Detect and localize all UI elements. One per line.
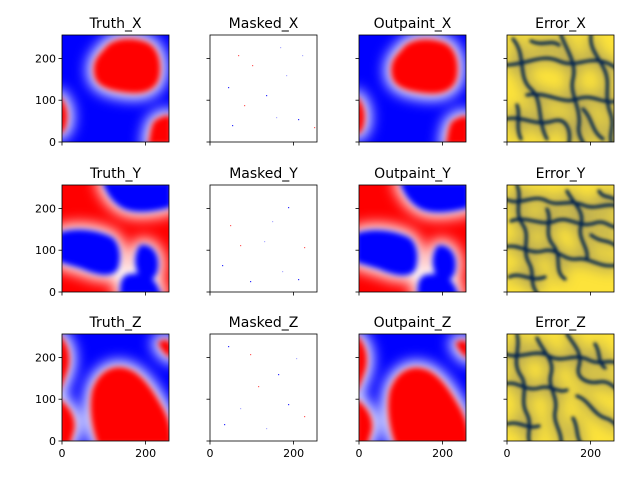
observed-point — [272, 221, 274, 223]
x-tick-label: 0 — [207, 447, 214, 460]
panel-title: Masked_Z — [229, 315, 299, 331]
panel-frame — [506, 184, 615, 293]
panel-frame — [506, 34, 615, 143]
x-tick-label: 200 — [135, 447, 156, 460]
observed-point — [258, 386, 260, 388]
panel-title: Truth_Y — [89, 166, 141, 182]
observed-point — [230, 225, 232, 227]
panel-title: Outpaint_Y — [374, 166, 451, 182]
observed-point — [298, 119, 300, 121]
y-tick-label: 200 — [35, 52, 56, 65]
observed-point — [314, 127, 316, 129]
panel-masked-y: Masked_Y — [206, 166, 318, 296]
observed-point — [278, 374, 280, 376]
panel-frame — [358, 184, 467, 293]
observed-point — [244, 105, 246, 107]
observed-point — [264, 241, 266, 243]
y-tick-label: 100 — [35, 94, 56, 107]
observed-point — [224, 424, 226, 426]
x-tick-label: 0 — [356, 447, 363, 460]
panel-frame — [61, 333, 170, 442]
observed-point — [298, 279, 300, 281]
panel-truth-x: Truth_X 0 100 200 — [35, 16, 170, 149]
observed-point — [302, 55, 304, 57]
x-tick-label: 200 — [580, 447, 601, 460]
panel-frame — [358, 34, 467, 143]
panel-title: Masked_X — [229, 16, 299, 32]
observed-point — [228, 346, 230, 348]
panel-truth-y: Truth_Y 0 100 200 — [35, 166, 170, 299]
x-tick-label: 200 — [283, 447, 304, 460]
x-tick-label: 0 — [59, 447, 66, 460]
observed-point — [304, 247, 306, 249]
panel-title: Outpaint_X — [374, 16, 452, 32]
panel-truth-z: Truth_Z 0 100 200 0 200 — [35, 315, 170, 460]
y-tick-label: 100 — [35, 393, 56, 406]
panel-error-y: Error_Y — [503, 166, 615, 296]
y-tick-label: 100 — [35, 244, 56, 257]
observed-point — [282, 271, 284, 273]
panel-masked-x: Masked_X — [206, 16, 318, 146]
observed-point — [296, 358, 298, 360]
panel-title: Truth_X — [88, 16, 141, 32]
x-tick-label: 0 — [504, 447, 511, 460]
panel-title: Truth_Z — [88, 315, 141, 331]
observed-point — [266, 428, 268, 430]
observed-point — [238, 55, 240, 57]
panel-frame — [61, 184, 170, 293]
observed-point — [280, 47, 282, 49]
panel-error-x: Error_X — [503, 16, 615, 146]
y-tick-label: 0 — [49, 136, 56, 149]
y-tick-label: 200 — [35, 351, 56, 364]
x-tick-label: 200 — [432, 447, 453, 460]
y-tick-label: 0 — [49, 435, 56, 448]
panel-frame — [61, 34, 170, 143]
observed-point — [240, 408, 242, 410]
observed-point — [286, 75, 288, 77]
observed-point — [240, 245, 242, 247]
panel-title: Error_X — [535, 16, 586, 32]
y-tick-label: 0 — [49, 286, 56, 299]
y-tick-label: 200 — [35, 202, 56, 215]
panel-error-z: Error_Z 0 200 — [503, 315, 615, 460]
observed-point — [266, 95, 268, 97]
panel-title: Error_Y — [536, 166, 586, 182]
observed-point — [288, 207, 290, 209]
panel-outpaint-x: Outpaint_X — [355, 16, 467, 146]
observed-point — [252, 65, 254, 67]
observed-point — [288, 404, 290, 406]
observed-point — [304, 416, 306, 418]
observed-point — [250, 354, 252, 356]
panel-frame — [358, 333, 467, 442]
panel-frame — [506, 333, 615, 442]
panel-outpaint-z: Outpaint_Z 0 200 — [355, 315, 467, 460]
observed-point — [232, 125, 234, 127]
panel-outpaint-y: Outpaint_Y — [355, 166, 467, 296]
panel-frame — [209, 333, 318, 442]
observed-point — [228, 87, 230, 89]
panel-frame — [209, 184, 318, 293]
panel-masked-z: Masked_Z 0 200 — [206, 315, 318, 460]
panel-frame — [209, 34, 318, 143]
observed-point — [276, 117, 278, 119]
panel-title: Error_Z — [535, 315, 586, 331]
observed-point — [250, 281, 252, 283]
panel-title: Outpaint_Z — [374, 315, 452, 331]
panel-title: Masked_Y — [229, 166, 298, 182]
observed-point — [222, 265, 224, 267]
